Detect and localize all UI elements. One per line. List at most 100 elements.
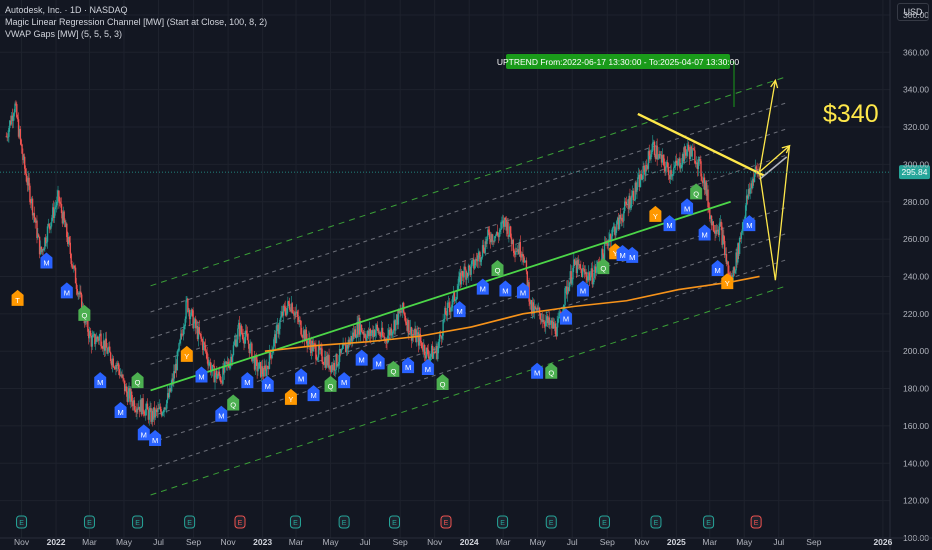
candle-body [236,339,238,347]
candle-body [29,185,31,203]
candle-body [369,329,372,336]
x-tick-label: Mar [289,537,304,547]
candle-body [233,342,236,346]
candle-body [590,268,593,276]
candle-body [350,336,352,341]
signal-marker-letter: M [425,365,431,374]
candle-body [77,293,79,295]
signal-marker-letter: M [619,251,625,260]
candle-body [363,333,365,335]
candle-body [50,222,52,229]
candle-body [716,229,719,232]
signal-marker: M [476,278,489,295]
candle-body [17,119,20,137]
candle-body [564,288,566,306]
candle-body [117,363,120,370]
x-tick-label: 2025 [667,537,686,547]
candle-body [136,408,138,413]
candle-body [296,311,299,317]
candle-body [390,328,393,336]
candle-body [435,346,437,353]
candle-body [609,234,611,240]
candle-body [68,237,71,243]
signal-marker: Y [180,345,193,362]
candle-body [653,141,656,156]
signal-marker-badge [616,245,629,262]
candle-body [291,303,293,313]
candle-body [162,412,164,413]
candle-body [708,207,710,209]
candle-body [602,249,604,255]
candle-body [95,341,97,345]
candle-body [386,341,388,343]
candle-body [682,153,685,162]
earnings-event-badge [650,515,662,529]
candle-body [177,350,179,352]
candle-body [712,221,714,231]
candle-body [44,237,46,249]
candle-body [359,317,361,335]
candle-body [34,217,36,223]
candle-body [551,320,553,329]
candle-body [576,259,579,274]
candle-body [487,229,489,237]
candle-body [251,343,253,362]
candle-body [31,198,34,216]
candle-body [148,410,150,420]
candle-body [736,252,738,263]
candle-body [9,120,12,125]
signal-marker-badge [491,260,504,276]
candle-body [543,320,545,324]
candle-body [402,302,404,312]
candle-body [32,213,35,216]
candle-body [731,275,734,277]
candle-body [703,177,706,191]
candle-body [125,386,128,393]
candle-body [188,309,190,312]
candle-body [211,365,214,371]
candle-body [637,178,639,188]
earnings-event-letter: E [706,520,711,527]
signal-marker-badge [241,372,254,389]
earnings-event-icon: E [83,515,95,529]
signal-marker-letter: M [152,436,158,445]
candle-body [690,146,693,157]
candle-body [238,322,240,329]
candle-body [638,174,640,179]
candle-body [280,316,282,320]
candle-body [23,156,25,161]
signal-marker: M [559,308,572,325]
earnings-event-badge [16,515,28,529]
candle-body [459,272,462,285]
candle-body [494,236,496,242]
candle-body [485,241,487,244]
candle-body [395,314,398,320]
candle-body [110,361,113,366]
currency-button[interactable]: USD [897,3,929,21]
candle-body [105,338,107,348]
signal-marker: M [402,357,415,374]
candle-body [509,226,511,236]
signal-marker-letter: M [405,363,411,372]
y-tick-label: 280.00 [903,197,929,207]
signal-marker-badge [307,385,320,402]
candle-body [388,329,390,336]
candle-body [260,366,263,377]
candle-body [482,245,485,252]
candle-body [186,298,188,301]
candle-body [256,359,258,372]
candle-body [696,162,699,170]
candle-body [416,334,418,343]
candle-body [90,335,93,347]
signal-marker-badge [324,375,337,392]
candle-body [623,201,626,212]
signal-marker-badge [576,280,589,297]
candle-body [378,332,380,334]
candle-body [101,346,103,349]
signal-marker-letter: Q [230,401,236,410]
candle-body [639,174,642,188]
candle-body [609,234,612,242]
candle-body [718,223,721,236]
x-tick-label: Jul [360,537,371,547]
